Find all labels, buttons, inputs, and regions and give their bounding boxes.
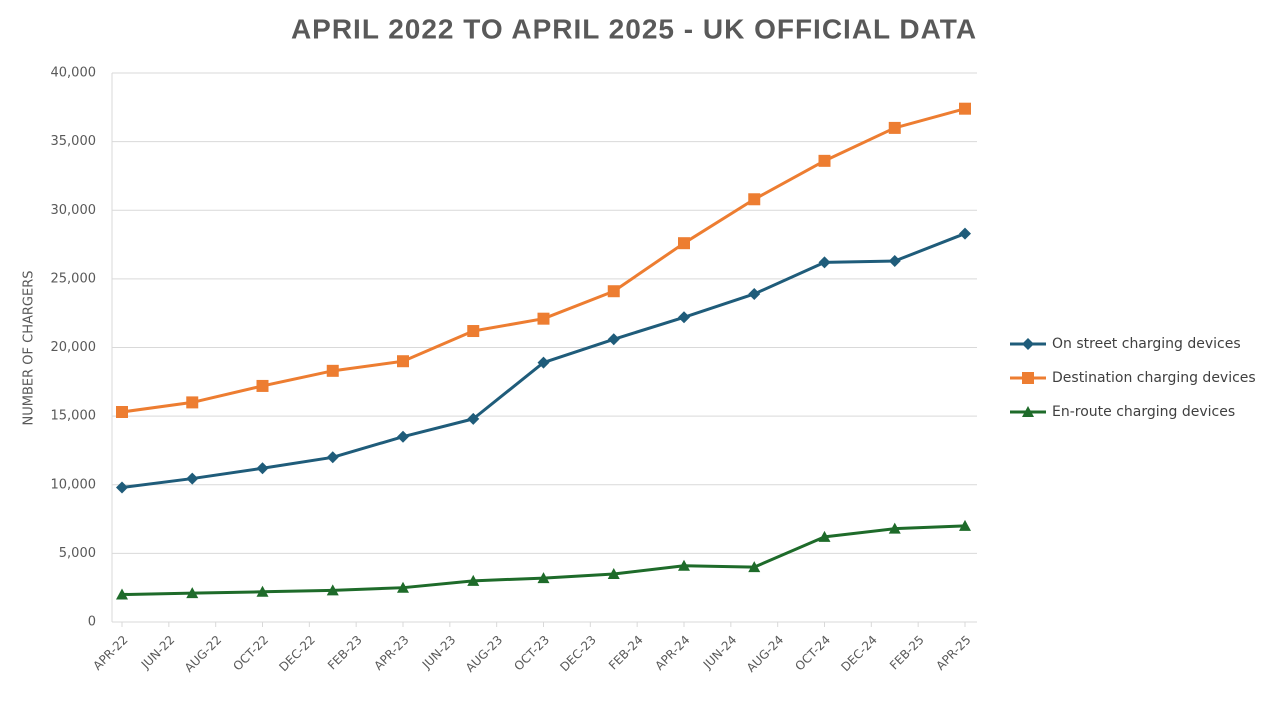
y-tick-label: 20,000 bbox=[51, 340, 97, 355]
marker bbox=[186, 472, 199, 485]
x-tick-label: AUG-23 bbox=[463, 633, 505, 675]
marker bbox=[607, 567, 620, 579]
marker bbox=[467, 412, 480, 425]
marker bbox=[888, 121, 901, 134]
marker bbox=[537, 356, 550, 369]
x-tick-label: APR-22 bbox=[90, 633, 130, 673]
marker bbox=[678, 559, 690, 571]
x-tick-label: JUN-23 bbox=[419, 633, 459, 673]
marker bbox=[397, 581, 409, 593]
marker bbox=[959, 227, 971, 240]
y-tick-label: 40,000 bbox=[51, 66, 97, 81]
marker bbox=[678, 237, 690, 250]
marker bbox=[607, 333, 620, 346]
x-tick-label: OCT-23 bbox=[511, 633, 552, 674]
marker bbox=[326, 451, 339, 464]
x-tick-label: OCT-24 bbox=[792, 633, 833, 674]
marker bbox=[678, 311, 690, 324]
x-tick-label: AUG-24 bbox=[744, 633, 786, 675]
x-tick-label: FEB-24 bbox=[606, 633, 646, 673]
marker bbox=[1022, 338, 1034, 350]
marker bbox=[256, 379, 269, 392]
x-tick-label: APR-25 bbox=[933, 633, 973, 673]
marker bbox=[748, 193, 761, 206]
x-tick-label: APR-23 bbox=[371, 633, 411, 673]
marker bbox=[116, 588, 128, 600]
marker bbox=[116, 406, 128, 419]
marker bbox=[959, 519, 971, 531]
marker bbox=[818, 256, 831, 269]
marker bbox=[467, 325, 480, 338]
marker bbox=[326, 364, 339, 377]
y-tick-label: 35,000 bbox=[51, 134, 97, 149]
y-axis-label: NUMBER OF CHARGERS bbox=[22, 271, 37, 426]
x-tick-label: JUN-22 bbox=[138, 633, 178, 673]
marker bbox=[818, 154, 831, 167]
x-tick-label: DEC-23 bbox=[557, 633, 599, 675]
x-tick-label: APR-24 bbox=[652, 633, 692, 673]
marker bbox=[397, 430, 409, 443]
chart-title: APRIL 2022 TO APRIL 2025 - UK OFFICIAL D… bbox=[291, 13, 977, 44]
marker bbox=[537, 312, 550, 325]
y-tick-label: 30,000 bbox=[51, 203, 97, 218]
y-tick-label: 0 bbox=[88, 615, 96, 630]
marker bbox=[1022, 372, 1034, 384]
x-tick-label: DEC-22 bbox=[276, 633, 318, 675]
marker bbox=[326, 584, 339, 596]
y-tick-label: 10,000 bbox=[51, 477, 97, 492]
marker bbox=[186, 396, 199, 409]
y-tick-label: 25,000 bbox=[51, 271, 97, 286]
x-tick-label: FEB-25 bbox=[887, 633, 927, 673]
series-line bbox=[121, 524, 966, 597]
marker bbox=[397, 355, 409, 368]
marker bbox=[888, 522, 901, 534]
marker bbox=[537, 572, 550, 584]
marker bbox=[1022, 406, 1034, 417]
y-tick-label: 15,000 bbox=[51, 409, 97, 424]
marker bbox=[959, 102, 971, 115]
x-tick-label: OCT-22 bbox=[230, 633, 271, 674]
marker bbox=[748, 287, 761, 300]
marker bbox=[186, 587, 199, 599]
x-tick-label: DEC-24 bbox=[838, 633, 880, 675]
legend-label: Destination charging devices bbox=[1052, 370, 1256, 386]
legend-label: En-route charging devices bbox=[1052, 404, 1235, 420]
x-tick-label: FEB-23 bbox=[325, 633, 365, 673]
x-tick-label: AUG-22 bbox=[182, 633, 224, 675]
legend-label: On street charging devices bbox=[1052, 336, 1241, 352]
marker bbox=[256, 462, 269, 475]
marker bbox=[116, 481, 128, 494]
marker bbox=[888, 255, 901, 268]
marker bbox=[818, 530, 831, 542]
marker bbox=[607, 285, 620, 298]
marker bbox=[748, 561, 761, 573]
x-tick-label: JUN-24 bbox=[700, 633, 740, 673]
marker bbox=[467, 574, 480, 586]
marker bbox=[256, 585, 269, 597]
y-tick-label: 5,000 bbox=[59, 546, 96, 561]
